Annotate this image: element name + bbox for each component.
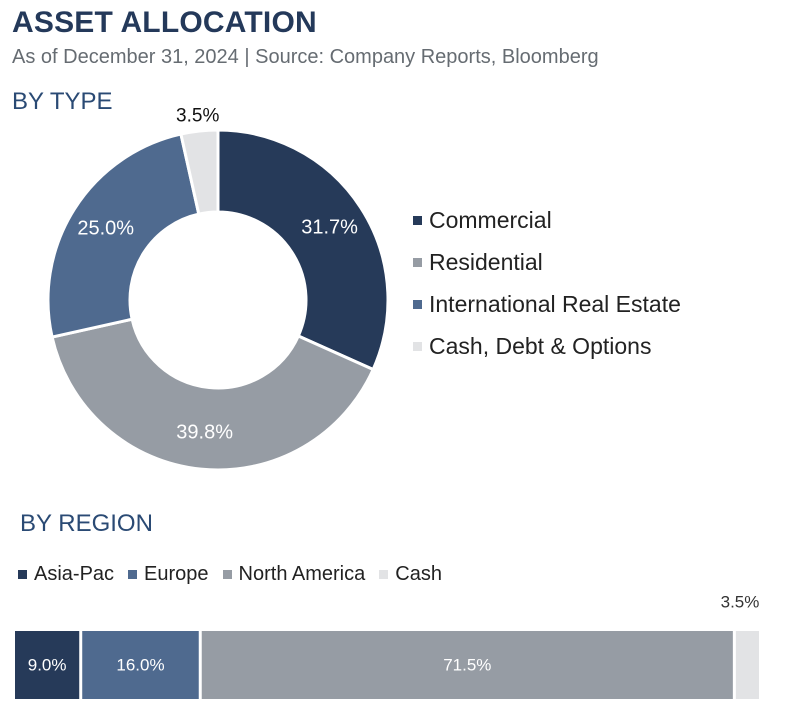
- donut-slice-international-real-estate: [46, 132, 201, 339]
- legend-label: International Real Estate: [429, 290, 681, 317]
- legend-item-cash: Cash: [379, 563, 442, 586]
- donut-data-label: 25.0%: [77, 218, 134, 240]
- region-bar-chart: 9.0% 16.0% 71.5% 3.5%: [15, 593, 760, 699]
- legend-item-residential: Residential: [413, 230, 681, 294]
- legend-swatch: [128, 570, 138, 579]
- legend-swatch: [413, 215, 422, 225]
- donut-data-label: 3.5%: [176, 106, 219, 127]
- legend-label: Cash: [395, 563, 442, 585]
- legend-label: North America: [238, 563, 366, 585]
- bar-data-label: 3.5%: [721, 593, 760, 612]
- page-title: ASSET ALLOCATION: [12, 6, 317, 39]
- legend-swatch: [222, 570, 232, 579]
- bar-data-label: 16.0%: [116, 656, 164, 675]
- bar-data-label: 9.0%: [28, 656, 67, 675]
- donut-slice-residential: [50, 317, 376, 472]
- region-legend: Asia-Pac Europe North America Cash: [18, 563, 456, 586]
- donut-data-label: 31.7%: [301, 217, 358, 239]
- donut-slice-commercial: [216, 128, 390, 372]
- legend-swatch: [413, 299, 422, 309]
- legend-item-commercial: Commercial: [413, 188, 681, 252]
- legend-item-cash-debt-options: Cash, Debt & Options: [413, 314, 681, 378]
- legend-swatch: [379, 570, 389, 579]
- type-legend: Commercial Residential International Rea…: [413, 188, 681, 378]
- legend-item-international-real-estate: International Real Estate: [413, 272, 681, 336]
- bar-data-label: 71.5%: [443, 656, 491, 675]
- legend-swatch: [413, 341, 422, 351]
- bar-segment-cash: [735, 631, 759, 699]
- legend-swatch: [18, 570, 27, 579]
- bar-segment-asia-pac: [15, 631, 80, 699]
- legend-label: Cash, Debt & Options: [429, 332, 652, 359]
- legend-label: Europe: [144, 563, 209, 585]
- legend-label: Commercial: [429, 206, 552, 233]
- page-subtitle: As of December 31, 2024 | Source: Compan…: [12, 46, 599, 68]
- legend-item-europe: Europe: [128, 563, 209, 586]
- bar-segment-north-america: [201, 631, 733, 699]
- section-title-by-type: BY TYPE: [12, 88, 113, 115]
- donut-slice-cash-debt-options: [179, 128, 220, 216]
- legend-swatch: [413, 257, 422, 267]
- donut-chart: 31.7% 39.8% 25.0% 3.5%: [46, 106, 390, 472]
- donut-data-label: 39.8%: [176, 421, 233, 443]
- legend-label: Asia-Pac: [34, 563, 115, 585]
- legend-label: Residential: [429, 248, 543, 275]
- section-title-by-region: BY REGION: [20, 510, 153, 537]
- bar-segment-europe: [82, 631, 199, 699]
- legend-item-asia-pac: Asia-Pac: [18, 563, 114, 586]
- legend-item-north-america: North America: [222, 563, 366, 586]
